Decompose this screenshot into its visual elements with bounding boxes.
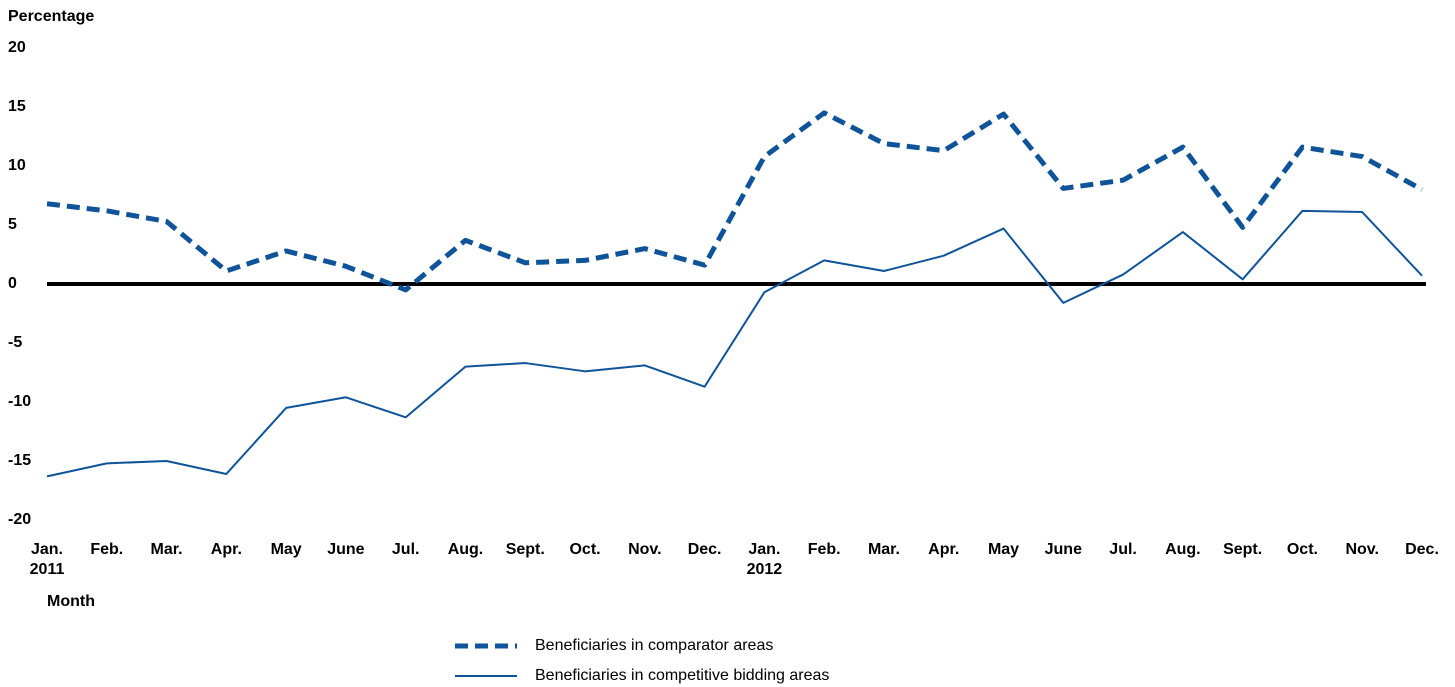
x-tick-label: Feb.	[90, 541, 124, 558]
x-axis-title: Month	[47, 593, 95, 610]
x-tick-label: Mar.	[150, 541, 183, 558]
x-tick-label: May	[270, 541, 302, 558]
x-tick-label: Nov.	[628, 541, 662, 558]
x-tick-label: Jul.	[1109, 541, 1137, 558]
x-tick-label: June	[1044, 541, 1082, 558]
x-tick-label: Dec.	[687, 541, 722, 558]
x-tick-label: Oct.	[569, 541, 601, 558]
x-tick-label: Aug.	[1165, 541, 1201, 558]
x-tick-label: Jul.	[391, 541, 420, 558]
y-tick-label: 10	[8, 157, 26, 174]
x-tick-label: Sept.	[1223, 541, 1263, 558]
series-line	[46, 209, 1423, 478]
x-tick-label: May	[987, 541, 1020, 558]
x-tick-label: Nov.	[1345, 541, 1379, 558]
y-tick-label: 15	[8, 98, 26, 115]
y-tick-label: 0	[8, 275, 17, 292]
y-tick-label: -5	[8, 334, 22, 351]
x-tick-label: Apr.	[210, 541, 242, 558]
legend-label: Beneficiaries in comparator areas	[535, 637, 773, 654]
x-tick-label: Apr.	[928, 541, 960, 558]
y-tick-label: -10	[8, 393, 31, 410]
y-axis-title: Percentage	[8, 8, 94, 25]
y-tick-label: 5	[8, 216, 17, 233]
y-tick-label: -15	[8, 452, 31, 469]
series-line	[46, 110, 1424, 293]
x-tick-label: Sept.	[505, 541, 545, 558]
x-tick-label: June	[327, 541, 365, 558]
y-tick-label: -20	[8, 511, 31, 528]
y-tick-label: 20	[8, 39, 26, 56]
x-tick-label: Feb.	[807, 541, 841, 558]
x-tick-label: Mar.	[867, 541, 900, 558]
x-tick-label: Aug.	[447, 541, 484, 558]
legend-label: Beneficiaries in competitive bidding are…	[535, 667, 829, 684]
x-tick-label: Jan. 2011	[29, 541, 65, 578]
x-tick-label: Dec.	[1405, 541, 1439, 558]
x-tick-label: Jan. 2012	[746, 541, 783, 578]
x-tick-label: Oct.	[1286, 541, 1318, 558]
